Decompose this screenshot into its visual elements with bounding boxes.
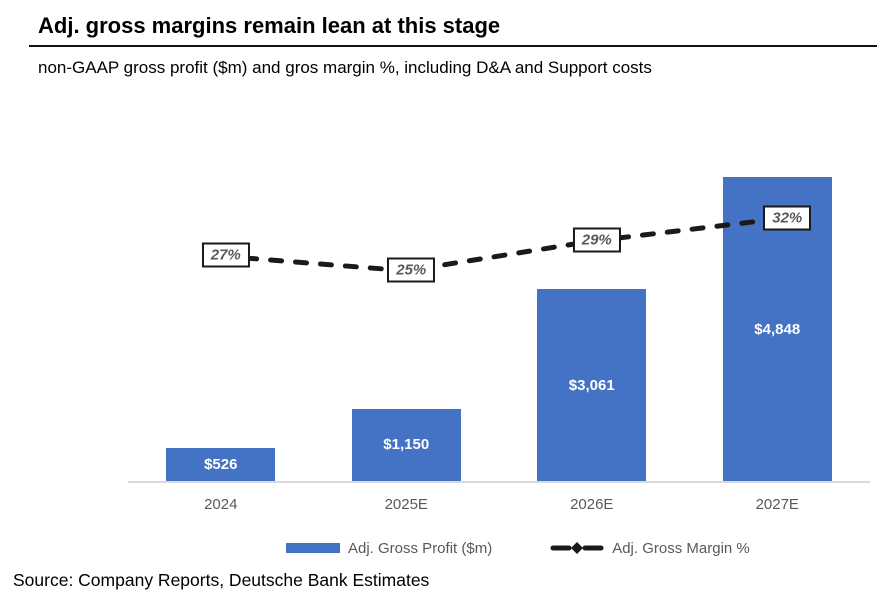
legend-bar-swatch xyxy=(286,543,340,553)
legend-bar-label: Adj. Gross Profit ($m) xyxy=(348,539,493,557)
bar-value-label: $1,150 xyxy=(383,436,430,454)
bar-2025E: $1,150 xyxy=(351,408,461,481)
x-axis-label-2027E: 2027E xyxy=(755,496,799,513)
bar-value-label: $4,848 xyxy=(754,320,801,338)
x-axis-line xyxy=(128,481,870,483)
bar-2024: $526 xyxy=(166,448,276,481)
page-title: Adj. gross margins remain lean at this s… xyxy=(38,13,501,38)
margin-label-2026E: 29% xyxy=(572,227,621,253)
legend-line-swatch xyxy=(550,542,604,554)
chart-subtitle: non-GAAP gross profit ($m) and gros marg… xyxy=(38,58,652,77)
margin-label-2024: 27% xyxy=(201,242,250,268)
legend: Adj. Gross Profit ($m) Adj. Gross Margin… xyxy=(286,538,750,558)
bar-value-label: $526 xyxy=(204,456,238,473)
source-note: Source: Company Reports, Deutsche Bank E… xyxy=(13,570,430,590)
bar-2026E: $3,061 xyxy=(537,289,647,481)
margin-label-2027E: 32% xyxy=(763,205,812,231)
bar-value-label: $3,061 xyxy=(568,376,615,394)
x-axis-label-2026E: 2026E xyxy=(570,496,614,513)
margin-label-2025E: 25% xyxy=(387,257,436,283)
x-axis-label-2024: 2024 xyxy=(204,496,238,513)
legend-line-label: Adj. Gross Margin % xyxy=(612,539,750,557)
x-axis-label-2025E: 2025E xyxy=(384,496,428,513)
margin-line xyxy=(218,216,780,274)
title-underline xyxy=(29,45,877,47)
